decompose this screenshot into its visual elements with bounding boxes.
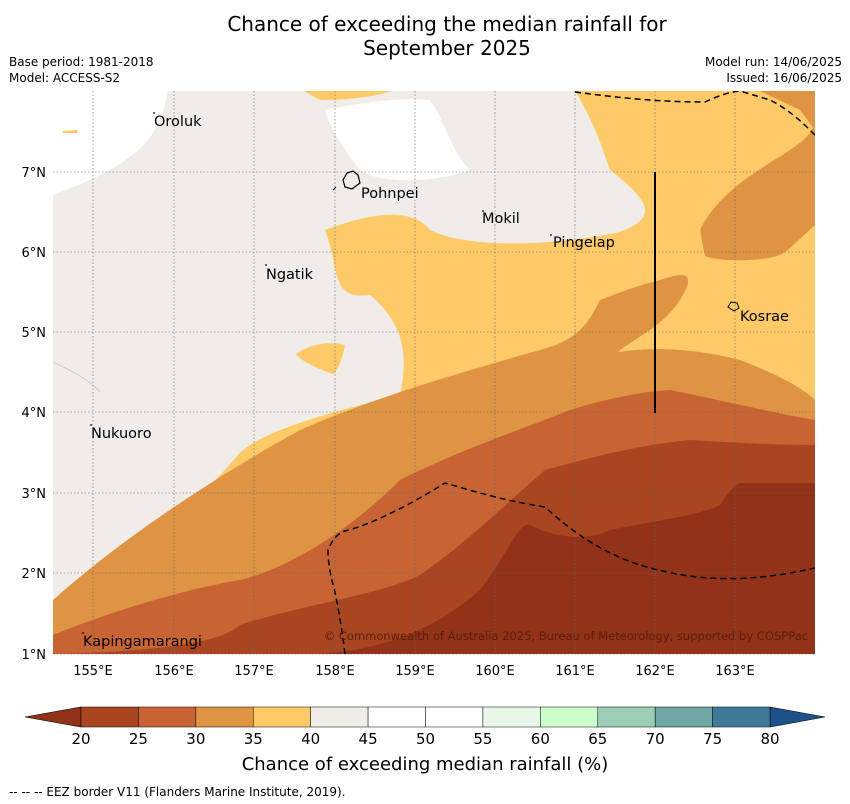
x-tick-label: 156°E bbox=[154, 664, 194, 679]
model-run: Model run: 14/06/2025 bbox=[704, 55, 842, 69]
colorbar-cell bbox=[138, 706, 197, 728]
x-tick-label: 160°E bbox=[475, 664, 515, 679]
x-tick-label: 158°E bbox=[315, 664, 355, 679]
place-pingelap: Pingelap bbox=[553, 235, 615, 251]
colorbar-cell bbox=[597, 706, 656, 728]
reef-outline bbox=[52, 361, 101, 393]
x-tick-label: 162°E bbox=[635, 664, 675, 679]
y-tick-label: 6°N bbox=[22, 246, 47, 261]
marker-nukuoro bbox=[90, 424, 92, 426]
kosrae-island bbox=[727, 301, 740, 312]
colorbar-tick-label: 20 bbox=[71, 730, 90, 748]
colorbar-tick-label: 75 bbox=[703, 730, 722, 748]
title-line-2: September 2025 bbox=[363, 36, 531, 60]
y-tick-label: 7°N bbox=[22, 166, 47, 181]
x-tick-label: 155°E bbox=[73, 664, 113, 679]
band-below-20 bbox=[317, 483, 815, 654]
marker-mokil bbox=[482, 210, 484, 212]
colorbar: 20 25 30 35 40 45 50 55 60 65 70 75 80 bbox=[24, 706, 826, 748]
marker-pingelap bbox=[550, 234, 552, 236]
colorbar-tick-label: 60 bbox=[531, 730, 550, 748]
colorbar-cell bbox=[195, 706, 254, 728]
islet-mark bbox=[332, 186, 337, 191]
colorbar-cell bbox=[367, 706, 426, 728]
x-tick-label: 157°E bbox=[234, 664, 274, 679]
white-north-patch bbox=[325, 99, 470, 181]
place-oroluk: Oroluk bbox=[154, 114, 202, 130]
place-kapingamarangi: Kapingamarangi bbox=[83, 634, 202, 650]
band-35-40-north-strip bbox=[304, 91, 390, 100]
place-markers bbox=[82, 112, 552, 634]
colorbar-title: Chance of exceeding median rainfall (%) bbox=[241, 754, 609, 775]
map-area bbox=[53, 91, 815, 654]
eez-legend-note: -- -- -- EEZ border V11 (Flanders Marine… bbox=[9, 785, 346, 799]
place-nukuoro: Nukuoro bbox=[91, 426, 152, 442]
colorbar-cell bbox=[425, 706, 484, 728]
x-axis-ticks: 155°E 156°E 157°E 158°E 159°E 160°E 161°E 162°E… bbox=[73, 664, 755, 679]
white-nw-corner bbox=[53, 91, 168, 195]
band-35-40-island bbox=[296, 343, 345, 374]
grid-lines bbox=[53, 91, 815, 655]
pohnpei-island bbox=[342, 170, 361, 190]
map-title: Chance of exceeding the median rainfall … bbox=[0, 12, 850, 60]
colorbar-tick-label: 35 bbox=[244, 730, 263, 748]
colorbar-cells bbox=[80, 706, 771, 728]
y-tick-label: 3°N bbox=[22, 487, 47, 502]
eez-borders bbox=[327, 91, 815, 654]
copyright-notice: © Commonwealth of Australia 2025, Bureau… bbox=[324, 629, 808, 643]
y-tick-label: 1°N bbox=[22, 648, 47, 663]
colorbar-tick-label: 25 bbox=[129, 730, 148, 748]
y-tick-label: 4°N bbox=[22, 406, 47, 421]
colorbar-cell bbox=[310, 706, 369, 728]
title-line-1: Chance of exceeding the median rainfall … bbox=[227, 12, 667, 36]
colorbar-tick-label: 70 bbox=[646, 730, 665, 748]
y-tick-label: 2°N bbox=[22, 567, 47, 582]
colorbar-tick-label: 65 bbox=[588, 730, 607, 748]
colorbar-cell bbox=[712, 706, 771, 728]
model-name: Model: ACCESS-S2 bbox=[9, 71, 121, 85]
colorbar-tick-label: 50 bbox=[416, 730, 435, 748]
band-30-35-northeast bbox=[690, 91, 815, 130]
colorbar-extend-low bbox=[24, 706, 82, 728]
x-tick-label: 159°E bbox=[395, 664, 435, 679]
colorbar-extend-high bbox=[769, 706, 826, 728]
x-tick-label: 163°E bbox=[715, 664, 755, 679]
place-mokil: Mokil bbox=[482, 211, 520, 227]
colorbar-tick-label: 55 bbox=[473, 730, 492, 748]
place-ngatik: Ngatik bbox=[266, 267, 314, 283]
colorbar-tick-label: 30 bbox=[186, 730, 205, 748]
meta-left: Base period: 1981-2018 Model: ACCESS-S2 bbox=[9, 54, 154, 86]
colorbar-cell bbox=[540, 706, 598, 728]
marker-ngatik bbox=[265, 264, 267, 266]
colorbar-cell bbox=[654, 706, 713, 728]
colorbar-cell bbox=[482, 706, 541, 728]
y-axis-ticks: 7°N 6°N 5°N 4°N 3°N 2°N 1°N bbox=[22, 166, 47, 663]
colorbar-cell bbox=[253, 706, 311, 728]
x-tick-label: 161°E bbox=[555, 664, 595, 679]
band-30-35-east bbox=[700, 120, 815, 261]
place-pohnpei: Pohnpei bbox=[361, 186, 419, 202]
colorbar-cell bbox=[80, 706, 139, 728]
band-40-45-west-fill bbox=[53, 91, 415, 540]
place-kosrae: Kosrae bbox=[740, 309, 789, 325]
marker-oroluk bbox=[153, 112, 155, 114]
place-labels: Oroluk Pohnpei Mokil Pingelap Ngatik Kos… bbox=[83, 114, 789, 650]
colorbar-tick-label: 40 bbox=[301, 730, 320, 748]
marker-kapingamarangi bbox=[82, 632, 84, 634]
colorbar-ticks: 20 25 30 35 40 45 50 55 60 65 70 75 80 bbox=[71, 730, 779, 748]
meta-right: Model run: 14/06/2025 Issued: 16/06/2025 bbox=[705, 54, 842, 86]
y-tick-label: 5°N bbox=[22, 326, 47, 341]
colorbar-tick-label: 45 bbox=[359, 730, 378, 748]
base-period: Base period: 1981-2018 bbox=[9, 55, 154, 69]
small-yellow-patch bbox=[62, 130, 78, 133]
issued-date: Issued: 16/06/2025 bbox=[726, 71, 842, 85]
colorbar-tick-label: 80 bbox=[760, 730, 779, 748]
